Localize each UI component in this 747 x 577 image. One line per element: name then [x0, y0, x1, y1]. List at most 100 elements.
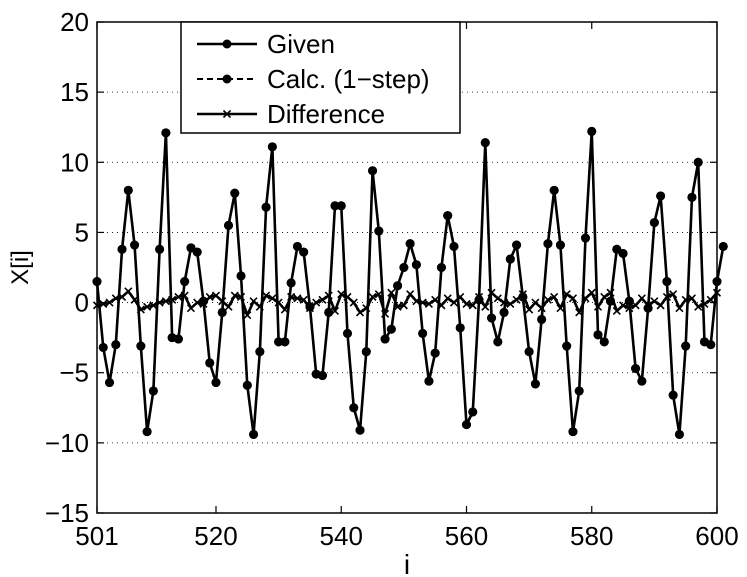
data-point — [405, 239, 415, 249]
data-point — [292, 241, 302, 251]
data-point — [480, 138, 490, 148]
marker-stroke — [506, 299, 515, 309]
legend-item: Calc. (1−step) — [197, 64, 430, 94]
data-point — [424, 299, 433, 309]
marker-stroke — [149, 301, 158, 310]
data-point — [117, 244, 127, 254]
marker-stroke — [155, 298, 164, 307]
data-point — [286, 278, 296, 288]
data-point — [249, 429, 259, 439]
data-point — [406, 290, 415, 299]
data-point — [593, 302, 603, 311]
data-point — [173, 334, 183, 344]
data-point — [675, 304, 684, 313]
marker-stroke — [412, 297, 421, 306]
data-point — [161, 297, 170, 306]
data-point — [262, 291, 271, 300]
data-point — [499, 307, 509, 317]
data-point — [531, 298, 540, 307]
marker-stroke — [199, 299, 208, 309]
marker-stroke — [474, 292, 484, 302]
series-2 — [92, 126, 728, 439]
data-point — [192, 247, 202, 257]
marker-stroke — [462, 299, 471, 309]
y-tick-label: 20 — [60, 7, 89, 37]
series-3 — [92, 287, 722, 320]
data-point — [431, 295, 440, 304]
marker-stroke — [193, 298, 202, 307]
data-point — [274, 298, 283, 307]
data-point — [643, 303, 653, 313]
data-point — [368, 292, 377, 302]
x-axis: 501 520 540 560 580 600 — [75, 22, 739, 551]
data-point — [493, 337, 503, 347]
marker-stroke — [337, 290, 346, 299]
x-tick-label: 580 — [570, 521, 613, 551]
marker-stroke — [568, 294, 578, 303]
data-point — [230, 188, 240, 198]
data-point — [349, 403, 359, 413]
data-point — [148, 386, 158, 396]
data-point — [399, 301, 408, 310]
marker-stroke — [625, 304, 634, 313]
marker-stroke — [512, 295, 521, 304]
marker-stroke — [349, 298, 358, 307]
data-point — [393, 281, 403, 291]
data-point — [186, 304, 196, 313]
y-tick-label: −5 — [59, 358, 89, 388]
data-point — [506, 299, 515, 309]
data-point — [105, 378, 115, 388]
x-tick-label: 600 — [695, 521, 738, 551]
data-point — [136, 341, 146, 351]
marker-stroke — [312, 298, 321, 307]
data-point — [430, 348, 440, 358]
data-point — [562, 290, 571, 299]
marker-stroke — [224, 302, 233, 311]
data-point — [368, 166, 378, 176]
data-point — [418, 298, 427, 307]
data-point — [437, 301, 446, 310]
data-point — [456, 292, 465, 302]
marker-stroke — [130, 295, 139, 304]
data-point — [287, 292, 296, 302]
data-point — [593, 330, 603, 340]
data-point — [230, 291, 239, 300]
data-point — [637, 376, 647, 386]
data-point — [312, 298, 321, 307]
marker-stroke — [111, 294, 120, 303]
y-tick-label: 5 — [75, 217, 89, 247]
data-point — [599, 337, 609, 347]
data-point — [649, 218, 659, 228]
data-point — [211, 378, 221, 388]
legend-label: Calc. (1−step) — [267, 64, 430, 94]
data-point — [218, 297, 227, 306]
marker-stroke — [205, 292, 214, 302]
x-tick-label: 560 — [445, 521, 488, 551]
data-point — [380, 334, 390, 344]
data-point — [487, 313, 497, 323]
data-point — [687, 192, 697, 202]
data-point — [669, 290, 678, 299]
marker-stroke — [456, 292, 465, 302]
data-point — [625, 304, 634, 313]
x-tick-label: 540 — [320, 521, 363, 551]
data-point — [706, 340, 716, 350]
data-point — [618, 301, 628, 310]
data-point — [631, 301, 640, 310]
marker-stroke — [500, 298, 509, 307]
data-point — [650, 297, 659, 306]
marker-stroke — [424, 299, 433, 309]
data-point — [455, 323, 465, 333]
data-point — [205, 358, 215, 368]
plot-area — [92, 126, 728, 439]
marker-stroke — [305, 304, 314, 313]
data-point — [681, 295, 690, 304]
data-point — [518, 290, 527, 299]
data-point — [381, 309, 390, 318]
legend-item: Given — [197, 29, 335, 59]
data-point — [374, 290, 383, 299]
y-axis-label: X[i] — [7, 250, 34, 285]
data-point — [568, 294, 578, 303]
data-point — [174, 292, 183, 302]
data-point — [205, 292, 214, 302]
